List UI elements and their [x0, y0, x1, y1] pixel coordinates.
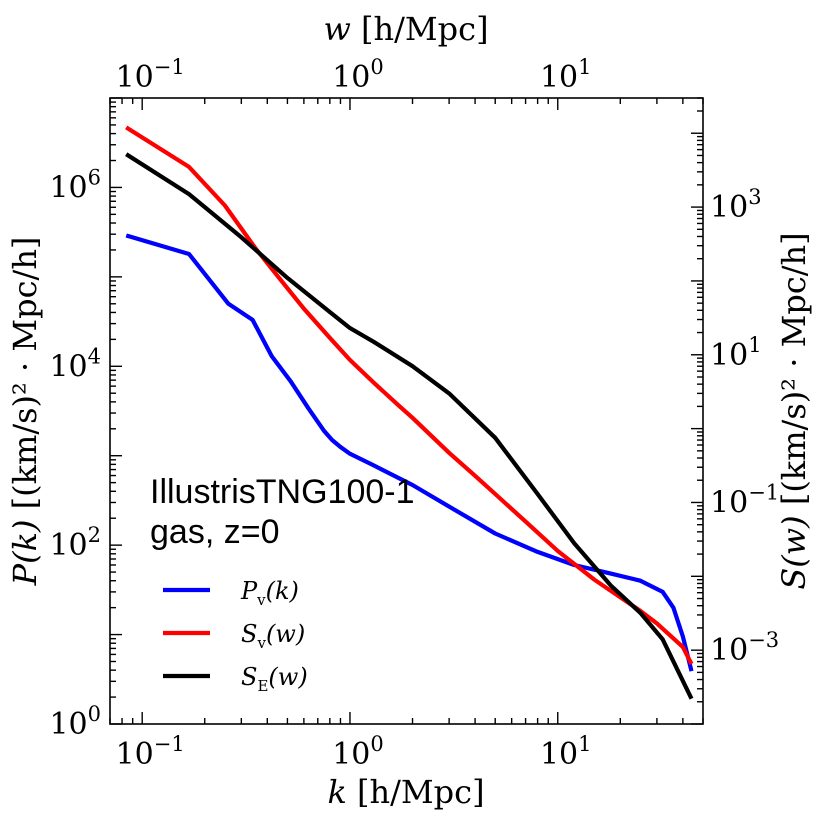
y-tick-label: 102 [49, 523, 101, 563]
top-axis-label-unit: [h/Mpc] [351, 10, 489, 48]
y-tick-label: 104 [49, 344, 101, 384]
x-tick-label-exponent: 1 [578, 732, 591, 756]
series-line-E-S [125, 152, 694, 700]
x-tick-label-base: 10 [116, 737, 154, 772]
x-tick-label: 101 [540, 732, 592, 772]
y-tick-label-exponent: 6 [88, 165, 101, 189]
top-tick-label-base: 10 [540, 60, 578, 95]
series-line-v-P [125, 233, 694, 672]
right-tick-label-base: 10 [710, 633, 748, 668]
x-tick-label-base: 10 [332, 737, 370, 772]
legend-label-subscript: v [256, 634, 266, 652]
top-tick-label: 101 [540, 55, 592, 95]
top-tick-label-base: 10 [116, 60, 154, 95]
right-tick-label-exponent: −3 [748, 628, 779, 652]
y-axis-label: P(k) [(km/s)² · Mpc/h] [6, 237, 44, 587]
legend-label: Pv(k) [240, 577, 299, 609]
top-tick-label: 100 [332, 55, 384, 95]
top-axis-label: w [h/Mpc] [323, 10, 488, 48]
right-tick-label: 101 [710, 333, 762, 373]
legend-label: Sv(w) [241, 620, 305, 652]
y-tick-label-base: 10 [49, 349, 87, 384]
y-tick-label-exponent: 0 [88, 702, 101, 726]
legend: Pv(k)Sv(w)SE(w) [163, 577, 308, 695]
plot-frame [109, 97, 704, 725]
legend-label-subscript: v [256, 591, 266, 609]
y-tick-label-exponent: 4 [88, 344, 101, 368]
y-axis-label-var: P(k) [6, 520, 44, 587]
right-tick-label-exponent: 1 [748, 333, 761, 357]
legend-label: SE(w) [241, 663, 308, 695]
y-tick-label: 100 [49, 702, 101, 742]
x-axis-label-var: k [327, 773, 346, 811]
legend-label-main: S [241, 620, 257, 648]
legend-label-subscript: E [257, 677, 268, 695]
top-tick-label-exponent: −1 [154, 55, 185, 79]
right-axis-label-unit: [(km/s)² · Mpc/h] [775, 232, 813, 515]
top-tick-label-exponent: 1 [578, 55, 591, 79]
legend-label-main: P [240, 577, 258, 605]
top-tick-label: 10−1 [116, 55, 185, 95]
y-tick-label-base: 10 [49, 528, 87, 563]
right-tick-label-base: 10 [710, 338, 748, 373]
right-tick-label-exponent: 3 [748, 185, 761, 209]
right-tick-label: 10−1 [710, 480, 779, 520]
right-tick-label: 10−3 [710, 628, 779, 668]
legend-label-arg: (k) [266, 577, 299, 605]
right-axis-label: S(w) [(km/s)² · Mpc/h] [775, 232, 813, 589]
x-axis-label: k [h/Mpc] [327, 773, 484, 811]
annotation-line-2: gas, z=0 [150, 513, 279, 551]
y-tick-label: 106 [49, 165, 101, 205]
x-axis-label-unit: [h/Mpc] [347, 773, 485, 811]
right-axis-label-var: S(w) [775, 515, 813, 589]
y-axis-label-unit: [(km/s)² · Mpc/h] [6, 237, 44, 520]
right-tick-label-base: 10 [710, 485, 748, 520]
x-tick-label-exponent: −1 [154, 732, 185, 756]
data-series [125, 125, 694, 700]
x-tick-label: 100 [332, 732, 384, 772]
legend-label-arg: (w) [268, 663, 307, 691]
y-tick-label-base: 10 [49, 707, 87, 742]
right-tick-label-base: 10 [710, 190, 748, 225]
top-axis-label-var: w [323, 10, 350, 48]
annotation-line-1: IllustrisTNG100-1 [150, 473, 415, 511]
legend-label-main: S [241, 663, 257, 691]
right-tick-label: 103 [710, 185, 762, 225]
x-tick-label: 10−1 [116, 732, 185, 772]
right-tick-label-exponent: −1 [748, 480, 779, 504]
top-tick-label-exponent: 0 [370, 55, 383, 79]
x-tick-label-exponent: 0 [370, 732, 383, 756]
x-tick-label-base: 10 [540, 737, 578, 772]
top-tick-label-base: 10 [332, 60, 370, 95]
y-tick-label-exponent: 2 [88, 523, 101, 547]
y-tick-label-base: 10 [49, 170, 87, 205]
legend-label-arg: (w) [266, 620, 305, 648]
